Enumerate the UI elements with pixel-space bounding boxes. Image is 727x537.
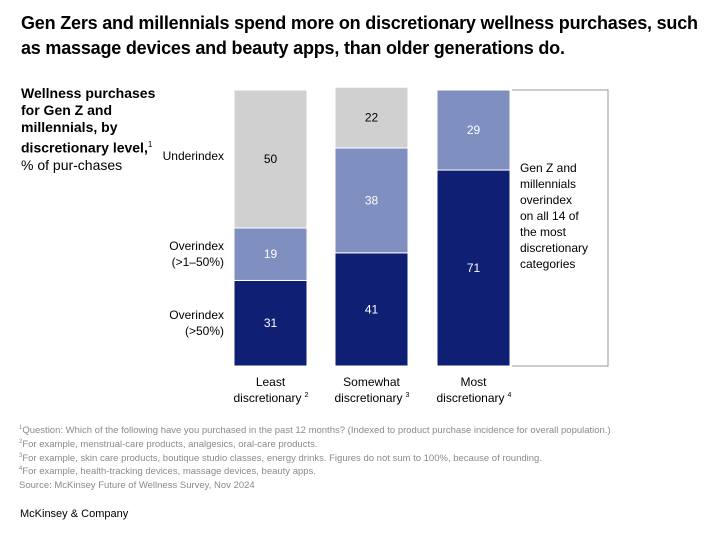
- bar-segment-2-2: [334, 147, 409, 254]
- annotation-line-7: categories: [520, 257, 575, 271]
- stacked-bar-chart: 31 19 50 Least discretionary 2 41 38 22 Somewhat d…: [163, 86, 609, 405]
- chart-title: Gen Zers and millennials spend more on d…: [21, 13, 698, 58]
- bar-segment-1-1: [233, 279, 308, 367]
- bar-segment-3-1: [436, 169, 511, 367]
- footnote-1: 1Question: Which of the following have y…: [19, 425, 611, 437]
- footnote-4: 4For example, health-tracking devices, m…: [19, 466, 316, 478]
- category-label-3-line-2: discretionary: [436, 391, 504, 405]
- series-label-2-line-2: (>1–50%): [172, 255, 224, 269]
- subtitle-footnote-marker: 1: [147, 140, 153, 149]
- footnote-3: 3For example, skin care products, boutiq…: [19, 452, 542, 464]
- category-label-1-sup: 2: [305, 392, 309, 399]
- footnote-source: Source: McKinsey Future of Wellness Surv…: [19, 480, 255, 492]
- annotation-line-6: discretionary: [520, 241, 588, 255]
- series-label-1-line-1: Overindex: [169, 308, 224, 322]
- annotation-line-5: the most: [520, 225, 567, 239]
- category-label-2-line-1: Somewhat: [343, 375, 400, 389]
- bar-segment-3-3: [436, 89, 511, 171]
- data-label-3-3: 29: [467, 123, 481, 137]
- data-label-1-1: 31: [264, 316, 278, 330]
- category-label-2-sup: 3: [406, 392, 410, 399]
- category-label-3-sup: 4: [508, 392, 512, 399]
- category-label-2-line-2: discretionary: [334, 391, 402, 405]
- annotation-line-4: on all 14 of: [520, 209, 579, 223]
- category-label-3-line-1: Most: [460, 375, 487, 389]
- annotation-line-2: millennials: [520, 177, 576, 191]
- data-label-3-1: 71: [467, 261, 481, 275]
- data-label-1-2: 19: [264, 247, 278, 261]
- series-label-2-line-1: Overindex: [169, 239, 224, 253]
- annotation-bracket: [512, 89, 609, 367]
- data-label-1-3: 50: [264, 152, 278, 166]
- data-label-2-2: 38: [365, 193, 379, 207]
- category-label-1-line-2: discretionary: [233, 391, 301, 405]
- subtitle-bold: Wellness purchases for Gen Z and millenn…: [21, 85, 156, 156]
- series-label-1-line-2: (>50%): [185, 324, 224, 338]
- chart-subtitle: Wellness purchases for Gen Z and millenn…: [21, 85, 166, 174]
- annotation-line-3: overindex: [520, 193, 572, 207]
- footnote-2: 2For example, menstrual-care products, a…: [19, 438, 318, 450]
- footnotes: 1Question: Which of the following have y…: [19, 423, 719, 492]
- data-label-2-1: 41: [365, 302, 379, 316]
- subtitle-unit: % of pur-chases: [21, 156, 123, 173]
- series-label-3-line-1: Underindex: [163, 149, 224, 163]
- data-label-2-3: 22: [365, 111, 379, 125]
- category-label-1-line-1: Least: [256, 375, 286, 389]
- brand-logo-text: McKinsey & Company: [20, 508, 129, 520]
- bar-segment-1-3: [233, 89, 308, 229]
- bar-segment-2-3: [334, 86, 409, 149]
- annotation-line-1: Gen Z and: [520, 161, 577, 175]
